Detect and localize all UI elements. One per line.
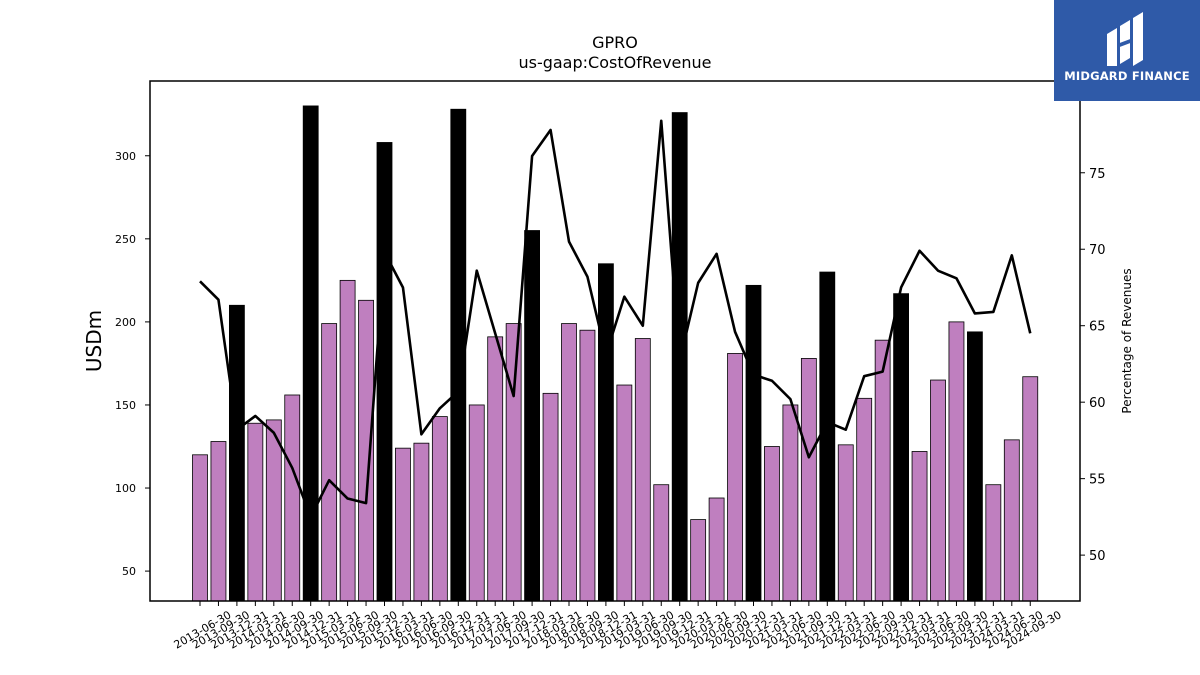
bar (339, 279, 356, 602)
bar (358, 299, 374, 602)
bar (524, 230, 540, 602)
plot-frame (149, 80, 1081, 602)
y-tick-label: 150 (115, 399, 136, 412)
bar (985, 484, 1002, 602)
bar (542, 392, 559, 602)
line-layer (199, 119, 1032, 519)
brand-name: MIDGARD FINANCE (1064, 69, 1190, 83)
bar (376, 142, 393, 602)
bar (505, 323, 522, 602)
bar (745, 284, 762, 602)
bar (321, 323, 338, 602)
y-axis-right: 50 55 60 65 70 75 (1080, 167, 1106, 564)
y2-tick-label: 50 (1089, 549, 1106, 564)
bar (210, 441, 227, 602)
bar (302, 105, 319, 602)
bar (431, 416, 448, 602)
bar (1003, 439, 1020, 602)
bar (874, 339, 891, 602)
bar (284, 394, 301, 602)
chart-title: GPRO (592, 33, 638, 52)
bar (856, 397, 873, 602)
chart-subtitle: us-gaap:CostOfRevenue (518, 53, 711, 72)
y-tick-label: 50 (122, 565, 136, 578)
y2-tick-label: 60 (1089, 396, 1106, 411)
bar (708, 497, 725, 602)
bar (653, 484, 670, 602)
bar (764, 446, 780, 602)
bar (634, 338, 651, 602)
midgard-finance-logo: MIDGARD FINANCE (1054, 0, 1200, 101)
bar (911, 451, 928, 602)
bar (579, 329, 596, 602)
bar (265, 419, 282, 602)
logo-mark-icon (1107, 12, 1143, 66)
y2-tick-label: 65 (1089, 320, 1106, 335)
bar (487, 336, 504, 602)
y-axis-label: USDm (82, 310, 106, 372)
bar (727, 353, 743, 602)
y-tick-label: 250 (115, 233, 136, 246)
bar (948, 321, 965, 602)
x-axis: 2013-06-302013-09-302013-12-312014-03-31… (172, 601, 1064, 652)
y-tick-label: 200 (115, 316, 136, 329)
bar (228, 304, 245, 602)
bar (247, 422, 264, 602)
bar (800, 358, 817, 602)
bar (598, 263, 614, 602)
bar (893, 293, 909, 602)
y2-tick-label: 70 (1089, 243, 1106, 258)
y-tick-label: 100 (115, 482, 136, 495)
bar (819, 271, 836, 602)
bar (967, 331, 983, 602)
bars-layer (192, 105, 1039, 602)
y2-tick-label: 55 (1089, 473, 1106, 488)
y-tick-label: 300 (115, 150, 136, 163)
y2-tick-label: 75 (1089, 167, 1106, 182)
bar (192, 454, 208, 602)
bar (837, 444, 854, 602)
bar (468, 404, 485, 602)
bar (782, 404, 799, 602)
bar (930, 379, 946, 602)
bar (561, 323, 577, 602)
y2-axis-label: Percentage of Revenues (1120, 268, 1134, 413)
bar (1022, 376, 1039, 602)
bar (395, 447, 411, 602)
y-axis-left: 50 100 150 200 250 300 (115, 150, 150, 578)
bar (690, 519, 707, 602)
bar (413, 442, 430, 602)
bar (616, 384, 633, 602)
percentage-line (199, 119, 1032, 519)
